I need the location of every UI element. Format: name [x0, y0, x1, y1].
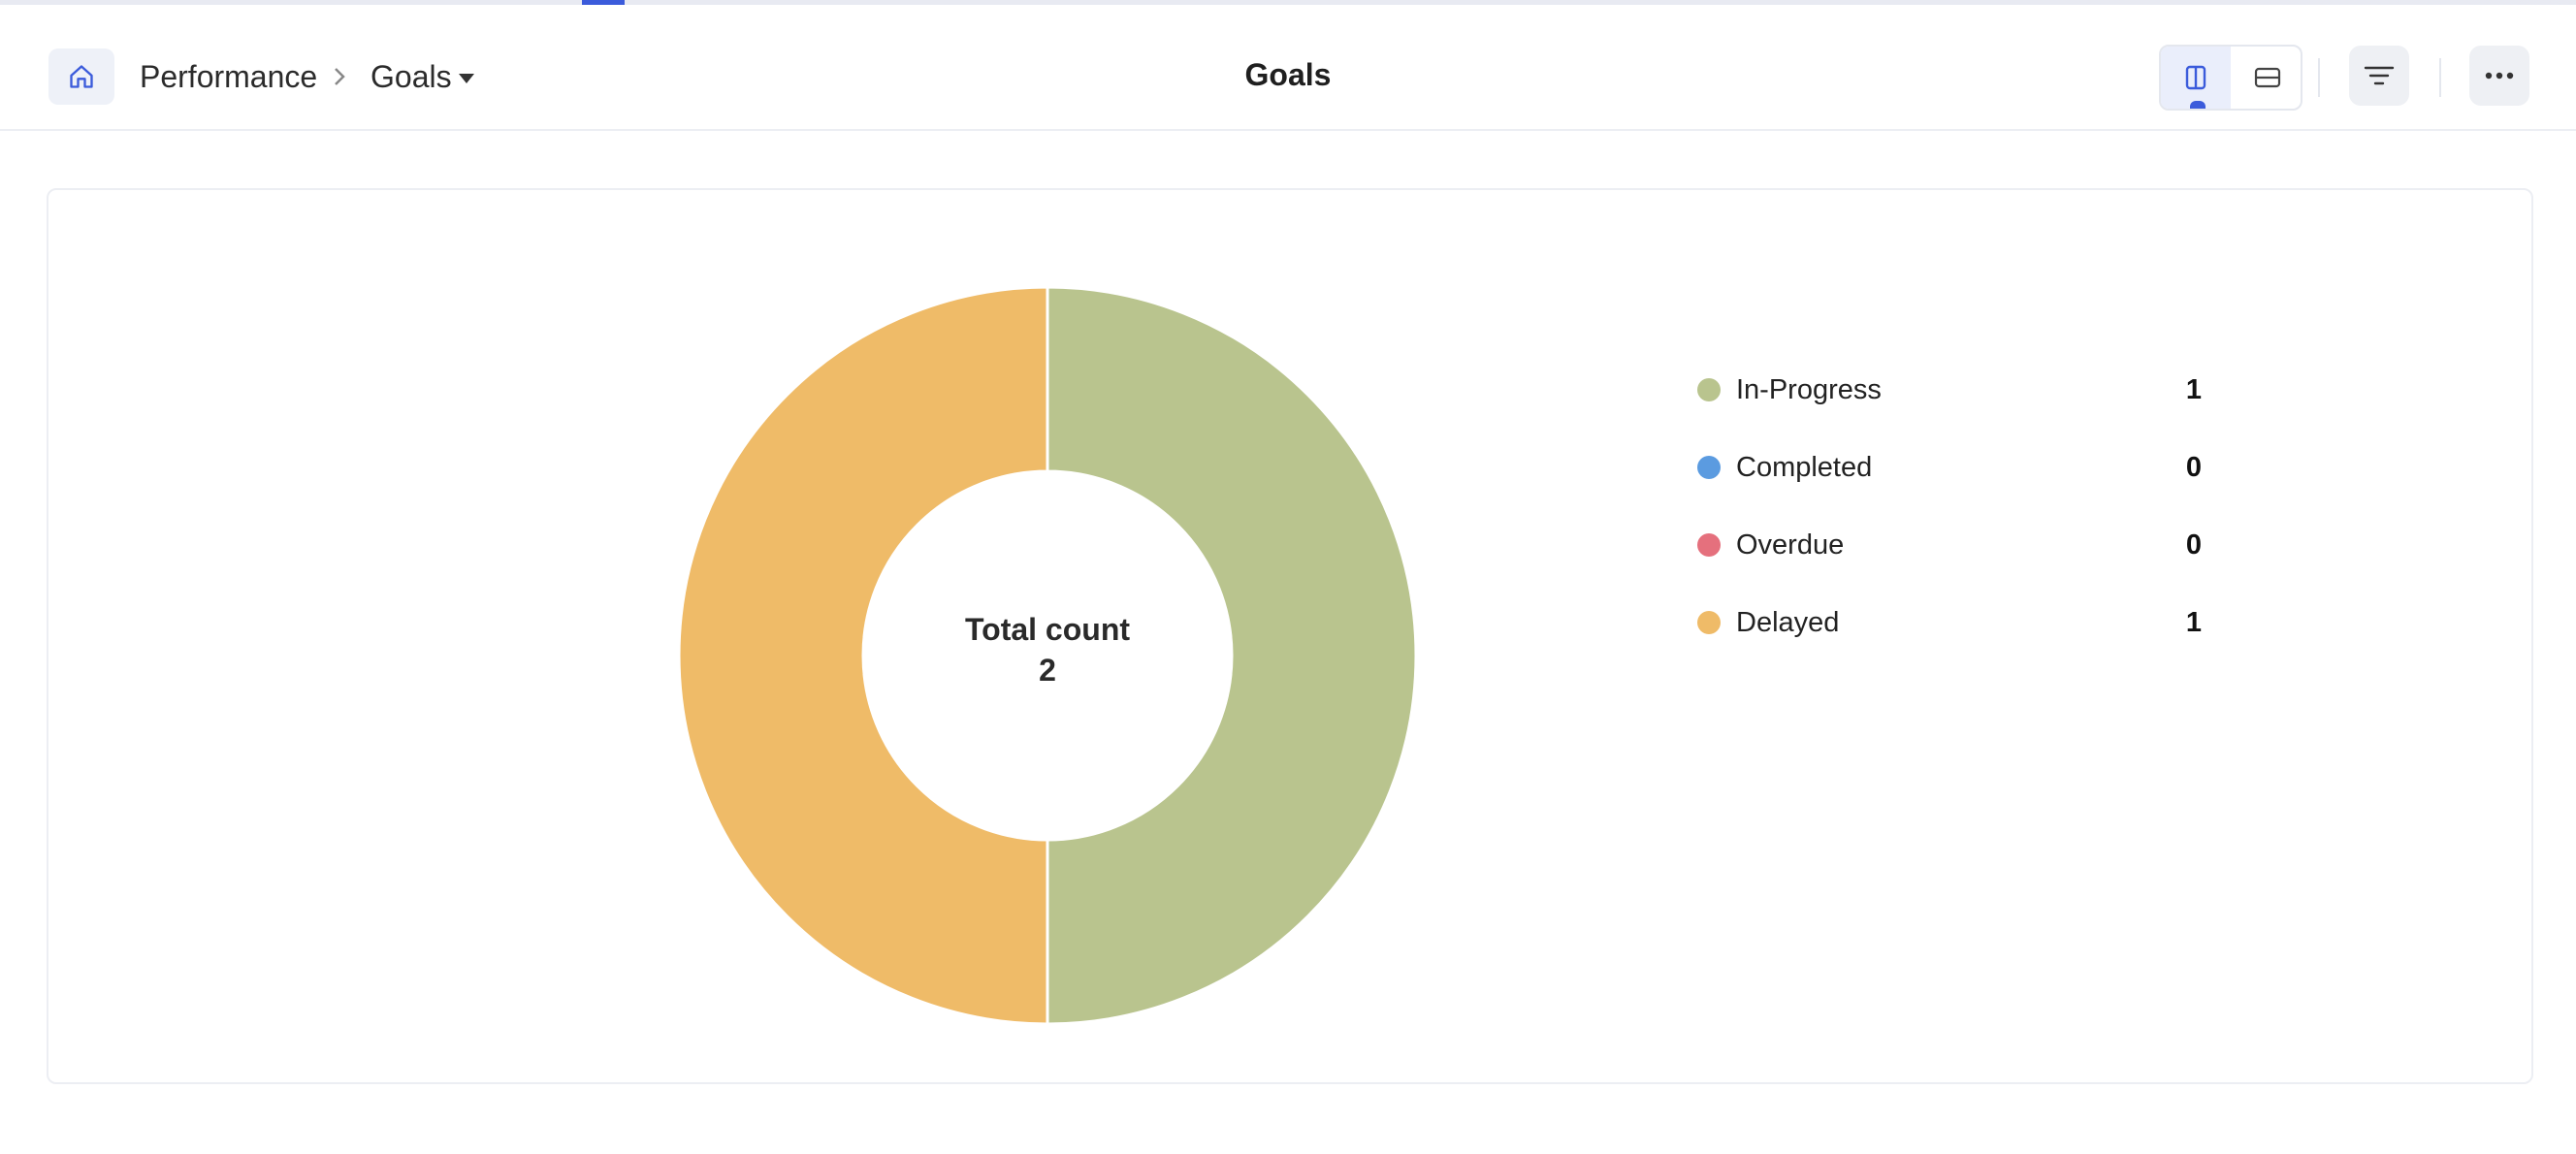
total-count-value: 2 — [1039, 653, 1056, 688]
donut-center-label: Total count 2 — [883, 609, 1212, 690]
legend-label-in-progress: In-Progress — [1736, 373, 1882, 405]
legend-dot-delayed — [1697, 611, 1721, 634]
legend-value-in-progress: 1 — [2185, 373, 2202, 405]
page-header: Performance Goals Goals — [0, 5, 2576, 131]
more-options-button[interactable] — [2469, 46, 2529, 106]
caret-down-icon[interactable] — [458, 73, 475, 84]
legend-dot-completed — [1697, 456, 1721, 479]
split-horizontal-view-button[interactable] — [2233, 47, 2301, 109]
legend-dot-in-progress — [1697, 378, 1721, 401]
toolbar-divider — [2439, 58, 2441, 97]
chevron-right-icon — [335, 68, 345, 85]
legend-item-delayed[interactable]: Delayed 1 — [1697, 584, 2202, 661]
legend-value-delayed: 1 — [2185, 606, 2202, 638]
split-vertical-view-button[interactable] — [2161, 47, 2231, 109]
view-toggle — [2159, 45, 2302, 111]
split-vertical-icon — [2185, 65, 2206, 90]
top-tab-indicator-track — [0, 0, 2576, 5]
legend-dot-overdue — [1697, 533, 1721, 557]
legend-item-in-progress[interactable]: In-Progress 1 — [1697, 351, 2202, 429]
toolbar-divider — [2318, 58, 2320, 97]
legend-item-completed[interactable]: Completed 0 — [1697, 429, 2202, 506]
legend-value-completed: 0 — [2185, 451, 2202, 483]
split-horizontal-icon — [2254, 67, 2281, 88]
home-icon — [70, 65, 93, 88]
donut-chart — [660, 268, 1435, 1043]
donut-slice-delayed[interactable] — [677, 285, 1049, 1026]
breadcrumb-goals[interactable]: Goals — [370, 59, 452, 94]
home-button[interactable] — [48, 48, 114, 105]
total-count-label: Total count — [964, 612, 1131, 647]
page-title: Goals — [1244, 57, 1332, 92]
active-view-marker — [2190, 101, 2206, 109]
legend-label-completed: Completed — [1736, 451, 1873, 483]
active-tab-indicator — [582, 0, 625, 5]
legend-item-overdue[interactable]: Overdue 0 — [1697, 506, 2202, 584]
filter-button[interactable] — [2349, 46, 2409, 106]
breadcrumb-performance[interactable]: Performance — [140, 59, 318, 94]
more-horizontal-icon — [2485, 72, 2514, 80]
chart-legend: In-Progress 1 Completed 0 Overdue 0 Delayed 1 — [1697, 351, 2202, 661]
legend-value-overdue: 0 — [2185, 529, 2202, 561]
donut-chart-svg — [677, 285, 1418, 1026]
goals-chart-card: Total count 2 In-Progress 1 Completed 0 Over… — [47, 188, 2533, 1084]
filter-icon — [2364, 66, 2395, 85]
donut-slice-in-progress[interactable] — [1046, 285, 1418, 1026]
legend-label-delayed: Delayed — [1736, 606, 1840, 638]
legend-label-overdue: Overdue — [1736, 529, 1845, 561]
